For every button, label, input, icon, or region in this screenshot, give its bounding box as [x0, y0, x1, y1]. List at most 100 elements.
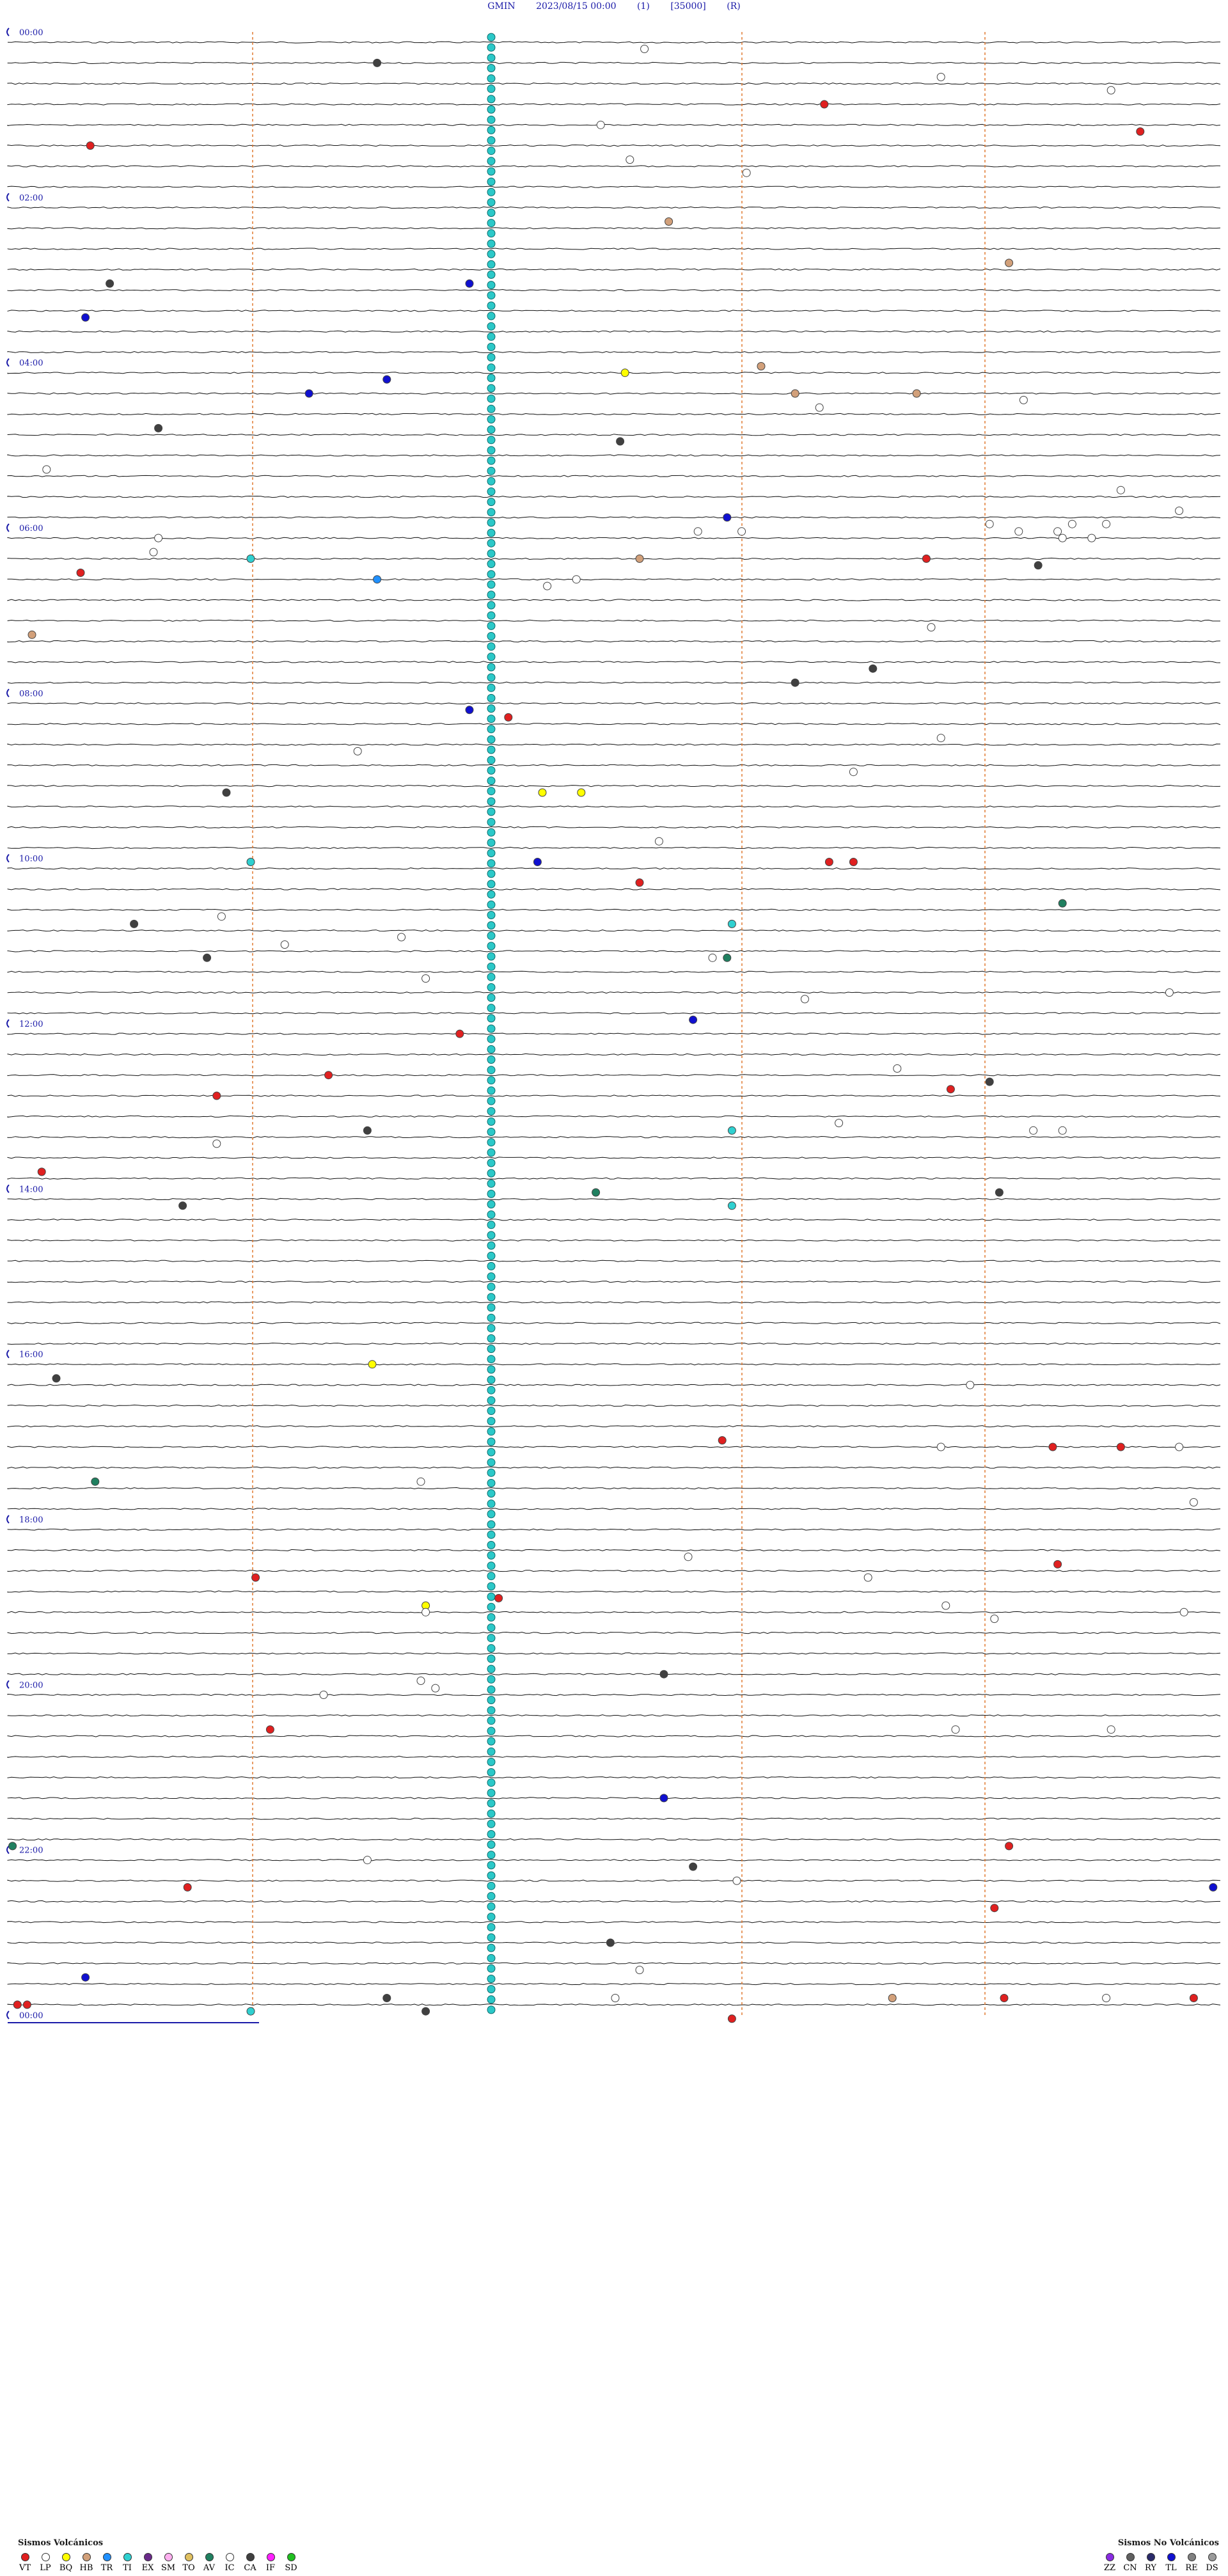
event-marker-vt [1189, 1994, 1198, 2002]
marker-column-point [487, 332, 496, 341]
legend-nonvolcanic-items: ZZ CN RY TL RE DS [1103, 2553, 1219, 2573]
marker-column-point [487, 621, 496, 630]
marker-column-point [487, 1530, 496, 1539]
marker-column-point [487, 187, 496, 196]
hour-bracket [6, 1349, 10, 1359]
event-marker-ic [280, 940, 289, 949]
marker-column-point [487, 1303, 496, 1312]
marker-column-point [487, 1148, 496, 1157]
hour-label: 04:00 [19, 359, 43, 368]
event-marker-ic [708, 953, 717, 962]
marker-column-point [487, 693, 496, 702]
hour-label: 00:00 [19, 2011, 43, 2021]
event-marker-ic [1014, 527, 1023, 536]
event-marker-ic [353, 747, 362, 755]
legend-item-av: AV [202, 2553, 216, 2573]
event-marker-ti [727, 1201, 736, 1210]
seismic-trace [7, 392, 1221, 395]
event-marker-av [592, 1188, 601, 1197]
event-marker-ic [217, 912, 226, 921]
seismic-trace [7, 619, 1220, 622]
legend-label: RE [1185, 2563, 1198, 2573]
event-marker-ca [222, 788, 231, 797]
seismic-trace [7, 310, 1221, 312]
marker-column-point [487, 291, 496, 300]
seismic-trace [7, 557, 1221, 560]
event-marker-ic [1102, 519, 1111, 528]
event-marker-tl [723, 513, 732, 522]
event-marker-ic [951, 1725, 960, 1734]
event-marker-ic [1102, 1994, 1111, 2002]
hour-bracket [6, 1515, 10, 1524]
marker-column-point [487, 1034, 496, 1043]
event-marker-ic [835, 1119, 844, 1128]
marker-column-point [487, 1396, 496, 1405]
event-marker-tl [533, 858, 542, 866]
marker-column-point [487, 353, 496, 362]
helicorder-plot: 00:00 02:00 04:00 06:00 08:00 10:00 12:00 14:00… [6, 28, 1221, 2023]
legend-swatch [266, 2553, 275, 2561]
event-marker-vt [22, 2000, 31, 2009]
seismic-trace [7, 103, 1221, 106]
seismic-trace [7, 867, 1220, 870]
seismic-trace [7, 908, 1221, 912]
marker-column-point [487, 1261, 496, 1270]
event-marker-ic [863, 1573, 872, 1582]
marker-column-point [487, 1716, 496, 1725]
marker-column-point [487, 1293, 496, 1302]
marker-column-point [487, 1468, 496, 1477]
event-marker-ic [966, 1380, 975, 1389]
event-marker-vt [990, 1904, 999, 1913]
seismic-trace [7, 268, 1221, 271]
seismic-trace [7, 1590, 1221, 1593]
marker-column-point [487, 972, 496, 981]
event-marker-ca [373, 58, 382, 67]
chart-header: GMIN 2023/08/15 00:00 (1) [35000] (R) [0, 1, 1228, 12]
hour-label: 02:00 [19, 193, 43, 203]
legend-label: EX [141, 2563, 154, 2573]
event-marker-bq [368, 1360, 377, 1369]
event-marker-ic [684, 1553, 693, 1561]
marker-column-point [487, 1819, 496, 1828]
seismic-trace [7, 599, 1221, 601]
event-marker-vt [251, 1573, 260, 1582]
seismic-trace [7, 743, 1221, 746]
seismic-trace [7, 1693, 1221, 1696]
seismic-trace [7, 681, 1221, 684]
marker-column-point [487, 1128, 496, 1136]
seismic-trace [7, 1797, 1221, 1799]
marker-column-point [487, 1644, 496, 1653]
chart-datetime: 2023/08/15 00:00 [536, 1, 617, 12]
event-marker-ic [431, 1684, 440, 1693]
marker-column-point [487, 797, 496, 806]
marker-column-point [487, 1066, 496, 1075]
seismic-trace [7, 61, 1221, 65]
marker-column-point [487, 1499, 496, 1508]
marker-column-point [487, 1355, 496, 1364]
marker-column-point [487, 1004, 496, 1013]
legend-swatch [61, 2553, 70, 2561]
seismic-trace [7, 1177, 1221, 1180]
marker-column-point [487, 1871, 496, 1880]
event-marker-ic [1189, 1498, 1198, 1506]
legend-label: SD [285, 2563, 297, 2573]
event-marker-ic [1019, 395, 1028, 404]
marker-column-point [487, 725, 496, 734]
marker-column-point [487, 33, 496, 42]
seismic-trace [7, 330, 1220, 333]
marker-column-point [487, 95, 496, 104]
hour-bracket [6, 28, 10, 36]
seismic-trace [7, 1631, 1221, 1634]
event-marker-vt [13, 2000, 22, 2009]
marker-column-point [487, 1840, 496, 1849]
legend-label: TI [123, 2563, 132, 2573]
marker-column-point [487, 1241, 496, 1250]
marker-column-point [487, 1613, 496, 1622]
legend-volcanic-title: Sismos Volcánicos [18, 2538, 104, 2548]
seismic-trace [7, 929, 1221, 932]
seismic-trace [7, 186, 1221, 188]
seismic-trace [7, 950, 1221, 952]
marker-column-point [487, 1985, 496, 1994]
legend-swatch [184, 2553, 193, 2561]
event-marker-ic [397, 933, 406, 942]
